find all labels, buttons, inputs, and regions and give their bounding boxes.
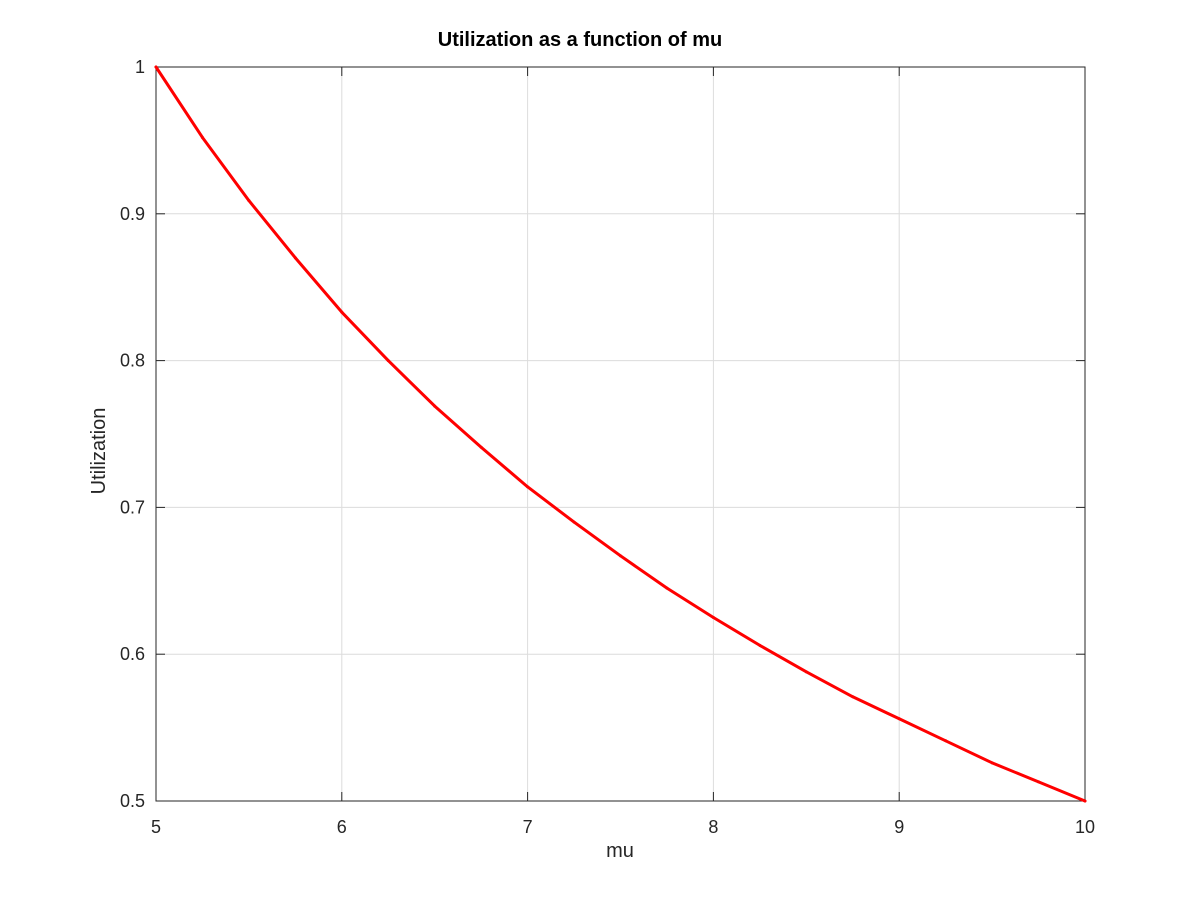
utilization-data-point [804,670,808,674]
y-axis-label: Utilization [88,408,110,495]
y-tick-label: 0.8 [120,351,145,371]
series-layer [154,65,1087,803]
utilization-data-point [711,616,715,619]
utilization-data-point [340,310,344,314]
utilization-series-line [154,65,1087,803]
x-tick-label: 10 [1075,817,1095,837]
utilization-data-point [665,586,669,590]
y-tick-label: 0.5 [120,791,145,811]
x-tick-label: 8 [708,817,718,837]
y-tick-label: 1 [135,57,145,77]
y-tick-label: 0.7 [120,497,145,517]
utilization-data-point [154,65,158,69]
x-tick-label: 5 [151,817,161,837]
ticks: 5 6 7 8 9 10 0.5 0.6 0.7 0.8 0.9 1 [120,57,1095,837]
utilization-data-point [200,135,204,139]
y-tick-label: 0.6 [120,644,145,664]
utilization-data-point [990,761,994,765]
x-tick-label: 9 [894,817,904,837]
utilization-data-point [897,717,901,721]
utilization-data-point [851,695,855,699]
utilization-data-point [944,739,948,743]
utilization-data-point [247,199,251,203]
utilization-data-point [1083,799,1087,803]
utilization-data-point [386,359,390,363]
utilization-data-point [479,445,483,449]
x-axis-label: mu [606,840,634,862]
utilization-data-point [293,256,297,260]
utilization-data-point [572,520,576,524]
utilization-data-point [1037,780,1041,784]
chart-title: Utilization as a function of mu [438,29,722,51]
axes-frame [155,66,1086,802]
grid [155,66,1086,802]
utilization-data-point [758,643,762,647]
x-tick-label: 6 [337,817,347,837]
utilization-data-point [619,554,622,558]
utilization-data-point [526,485,530,489]
utilization-data-point [433,404,437,408]
y-tick-label: 0.9 [120,204,145,224]
x-tick-label: 7 [523,817,533,837]
